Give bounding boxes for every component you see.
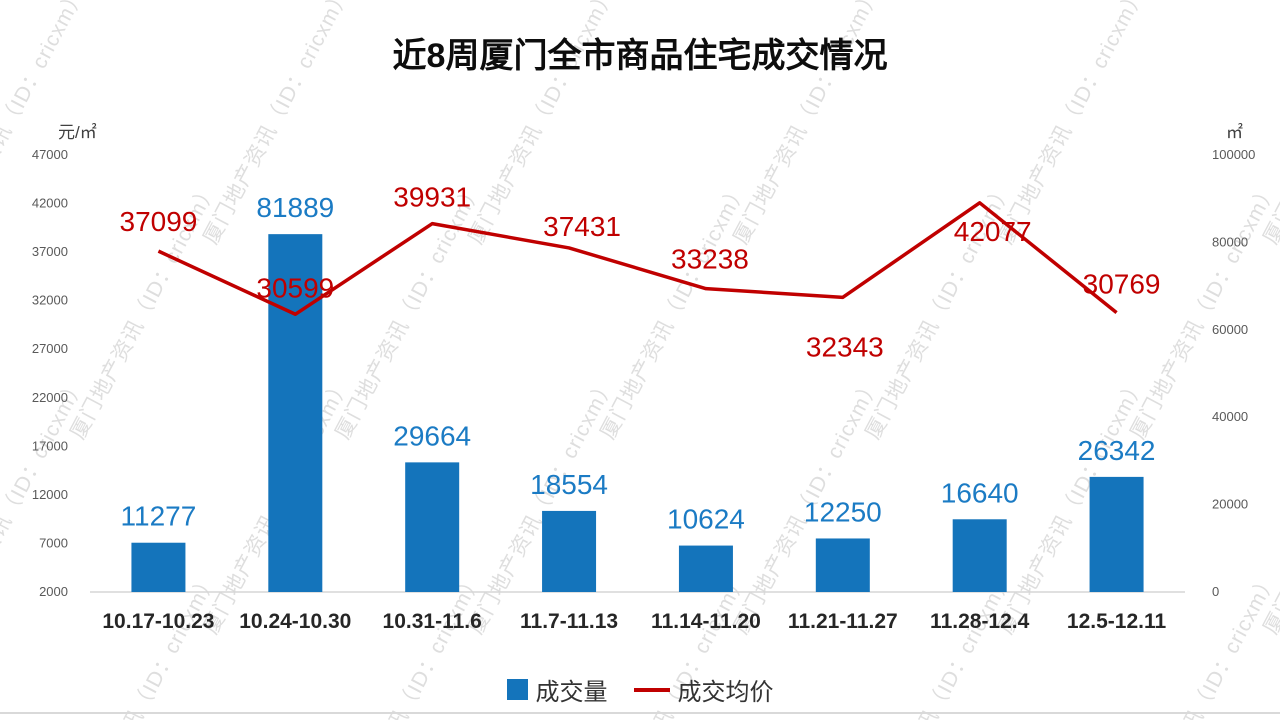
price-line [157,201,1118,317]
volume-bar [815,538,870,592]
left-axis-tick: 37000 [32,244,68,259]
bar-value-label: 81889 [256,192,334,223]
left-axis-tick: 47000 [32,147,68,162]
volume-swatch-icon [506,679,528,700]
line-value-label: 30769 [1083,269,1161,300]
left-axis-unit-label: 元/㎡ [58,123,97,142]
x-axis-category-label: 11.14-11.20 [651,610,761,633]
x-axis-category-label: 10.24-10.30 [239,610,351,633]
left-axis-tick: 12000 [32,487,68,502]
left-axis-tick: 22000 [32,390,68,405]
left-axis-tick: 42000 [32,196,68,211]
line-value-label: 37431 [543,211,621,242]
line-value-label: 37099 [120,206,198,237]
left-axis-tick: 2000 [39,584,68,599]
left-axis-tick: 17000 [32,438,68,453]
x-axis-category-label: 10.31-11.6 [383,610,482,633]
legend-item-volume: 成交量 [506,672,608,707]
price-line-swatch-icon [633,687,670,692]
line-value-label: 42077 [954,216,1032,247]
legend: 成交量 成交均价 [0,672,1280,707]
left-axis-tick: 7000 [39,535,68,550]
bar-value-label: 11277 [121,501,197,532]
volume-bar [678,545,733,592]
right-axis-tick: 100000 [1212,147,1255,162]
bar-value-label: 10624 [667,504,745,535]
volume-bar [542,510,597,592]
bar-value-label: 16640 [941,477,1019,508]
line-value-label: 30599 [256,272,334,303]
bottom-divider [0,712,1280,714]
volume-bar [131,542,186,592]
left-axis-tick: 32000 [32,293,68,308]
volume-bar [268,234,323,592]
volume-bar [952,519,1007,592]
line-value-label: 33238 [671,244,749,275]
volume-bar [1089,476,1144,592]
legend-price-label: 成交均价 [677,679,774,706]
bar-value-label: 29664 [393,420,471,451]
right-axis-tick: 40000 [1212,409,1248,424]
x-axis-category-label: 11.21-11.27 [788,610,898,633]
bar-value-label: 26342 [1078,435,1156,466]
x-axis-category-label: 10.17-10.23 [102,610,214,633]
left-axis-tick: 27000 [32,341,68,356]
bar-value-label: 12250 [804,496,882,527]
line-value-label: 32343 [806,331,884,362]
bar-value-label: 18554 [530,469,608,500]
right-axis-tick: 20000 [1212,497,1248,512]
chart-title: 近8周厦门全市商品住宅成交情况 [392,37,888,75]
right-axis-tick: 80000 [1212,234,1248,249]
line-value-label: 39931 [393,182,471,213]
volume-bar [405,462,460,592]
right-axis-tick: 0 [1212,584,1219,599]
x-axis-category-label: 12.5-12.11 [1067,610,1167,633]
right-axis-tick: 60000 [1212,322,1248,337]
right-axis-unit-label: ㎡ [1226,123,1243,142]
legend-item-price: 成交均价 [633,672,774,707]
x-axis-category-label: 11.28-12.4 [930,610,1030,633]
x-axis-category-label: 11.7-11.13 [520,610,618,633]
legend-volume-label: 成交量 [535,679,608,706]
